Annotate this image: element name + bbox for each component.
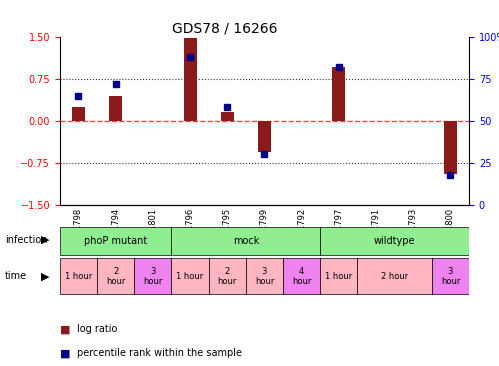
Text: 1 hour: 1 hour [325,272,352,281]
Text: phoP mutant: phoP mutant [84,236,147,246]
FancyBboxPatch shape [209,258,246,294]
FancyBboxPatch shape [320,258,357,294]
Text: ■: ■ [60,324,70,335]
Text: ■: ■ [60,348,70,358]
Text: ▶: ▶ [40,271,49,281]
Bar [444,121,457,174]
Text: time: time [5,271,27,281]
Bar [221,112,234,121]
Text: 3
hour: 3 hour [143,266,163,286]
Text: log ratio: log ratio [77,324,118,335]
FancyBboxPatch shape [283,258,320,294]
Text: wildtype: wildtype [374,236,415,246]
FancyBboxPatch shape [134,258,172,294]
Text: 3
hour: 3 hour [255,266,274,286]
FancyBboxPatch shape [60,258,97,294]
FancyBboxPatch shape [172,258,209,294]
Bar [109,96,122,121]
Text: 4
hour: 4 hour [292,266,311,286]
FancyBboxPatch shape [246,258,283,294]
FancyBboxPatch shape [97,258,134,294]
Text: 3
hour: 3 hour [441,266,460,286]
Text: ▶: ▶ [40,235,49,245]
Text: 2
hour: 2 hour [106,266,125,286]
Text: percentile rank within the sample: percentile rank within the sample [77,348,243,358]
Text: infection: infection [5,235,47,245]
FancyBboxPatch shape [432,258,469,294]
Text: mock: mock [233,236,259,246]
FancyBboxPatch shape [60,227,172,255]
Text: 1 hour: 1 hour [65,272,92,281]
FancyBboxPatch shape [320,227,469,255]
FancyBboxPatch shape [357,258,432,294]
Text: GDS78 / 16266: GDS78 / 16266 [172,22,277,36]
Text: 2 hour: 2 hour [381,272,408,281]
Text: 2
hour: 2 hour [218,266,237,286]
Bar [332,67,345,121]
Bar [72,107,85,121]
Text: 1 hour: 1 hour [177,272,204,281]
Bar [258,121,271,152]
Bar [184,38,197,121]
FancyBboxPatch shape [172,227,320,255]
